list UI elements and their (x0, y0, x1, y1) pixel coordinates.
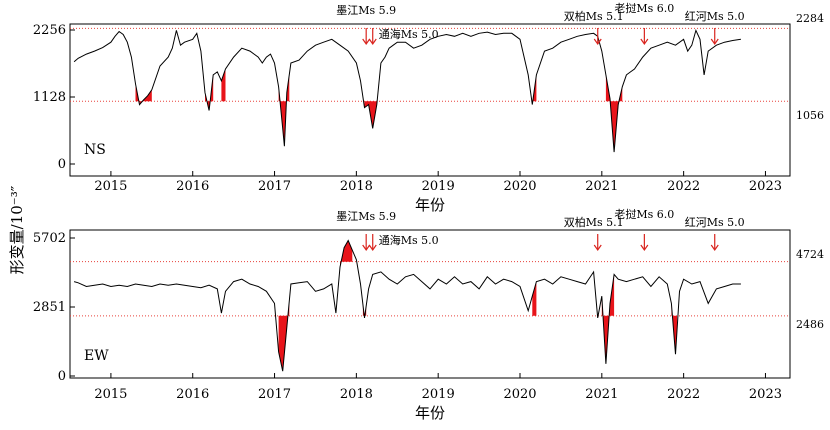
ew-plot-frame (69, 229, 791, 379)
ew-event-arrowhead (640, 244, 649, 252)
ns-x-tick-label: 2020 (503, 179, 536, 194)
ew-event-label: 通海Ms 5.0 (379, 233, 439, 247)
ew-series-line (73, 239, 741, 372)
ew-y-tick-label: 2851 (33, 300, 66, 315)
ns-panel-label: NS (84, 142, 106, 158)
ns-upper-threshold-label: 2284 (796, 12, 824, 25)
ew-y-tick-label: 0 (58, 369, 66, 384)
ew-y-tick-label: 5702 (33, 231, 66, 246)
ew-x-tick-label: 2015 (94, 387, 127, 402)
ns-exceed-fill (135, 83, 152, 104)
ns-event-arrowhead (640, 38, 649, 46)
ew-event-label: 老挝Ms 6.0 (614, 207, 674, 221)
ns-event-arrowhead (710, 38, 719, 46)
ew-event-label: 双柏Ms 5.1 (564, 215, 624, 229)
ns-x-tick-label: 2021 (585, 179, 618, 194)
ew-event-arrowhead (710, 244, 719, 252)
ew-lower-threshold-label: 2486 (796, 318, 824, 331)
ew-exceed-fills (278, 241, 678, 370)
ew-x-tick-label: 2022 (667, 387, 700, 402)
ns-y-tick-label: 0 (58, 157, 66, 172)
ns-event-label: 老挝Ms 6.0 (614, 1, 674, 15)
ns-x-ticks: 2015 2016 2017 2018 2019 2020 2021 2022 2023 (94, 171, 782, 194)
y-axis-title: 形变量/10⁻³″ (8, 185, 26, 274)
ns-x-tick-label: 2019 (422, 179, 455, 194)
ew-event-label: 墨江Ms 5.9 (336, 210, 396, 223)
ew-exceed-fill (278, 301, 290, 370)
ew-panel-label: EW (84, 348, 109, 364)
ew-exceed-fill (532, 281, 537, 316)
ew-x-tick-label: 2019 (422, 387, 455, 402)
ew-y-ticks: 5702 2851 0 (33, 231, 75, 384)
ew-x-tick-label: 2020 (503, 387, 536, 402)
ns-x-axis-title: 年份 (415, 196, 445, 214)
ns-event-label: 墨江Ms 5.9 (336, 4, 396, 17)
ns-event-label: 双柏Ms 5.1 (564, 9, 624, 23)
ns-exceed-fill (205, 74, 214, 111)
ew-x-axis-title: 年份 (415, 404, 445, 422)
ns-exceed-fill (278, 74, 290, 142)
ns-x-tick-label: 2015 (94, 179, 127, 194)
ew-x-ticks: 2015 2016 2017 2018 2019 2020 2021 2022 2023 (94, 373, 782, 402)
ew-x-tick-label: 2018 (340, 387, 373, 402)
ew-event-arrowhead (593, 244, 602, 252)
ns-event-arrowhead (368, 38, 377, 46)
ew-exceed-fill (601, 274, 615, 358)
ew-x-tick-label: 2017 (258, 387, 291, 402)
ew-upper-threshold-label: 4724 (796, 248, 824, 261)
ns-event-label: 通海Ms 5.0 (379, 27, 439, 41)
ns-event-label: 红河Ms 5.0 (685, 10, 745, 23)
ns-x-tick-label: 2018 (340, 179, 373, 194)
ns-y-tick-label: 2256 (33, 23, 66, 38)
ns-x-tick-label: 2022 (667, 179, 700, 194)
ew-x-tick-label: 2016 (176, 387, 209, 402)
ns-event-arrowhead (593, 38, 602, 46)
ns-exceed-fill (221, 69, 226, 102)
ns-x-tick-label: 2023 (749, 179, 782, 194)
ns-x-tick-label: 2016 (176, 179, 209, 194)
ew-event-label: 红河Ms 5.0 (685, 216, 745, 229)
ns-plot-frame (69, 23, 791, 177)
ew-x-tick-label: 2023 (749, 387, 782, 402)
ew-exceed-fill (340, 241, 353, 268)
ns-y-ticks: 2256 1128 0 (33, 23, 75, 172)
ew-x-tick-label: 2021 (585, 387, 618, 402)
ns-series-line (73, 28, 741, 153)
ew-event-arrowhead (368, 244, 377, 252)
ns-x-tick-label: 2017 (258, 179, 291, 194)
ns-lower-threshold-label: 1056 (796, 109, 824, 122)
ns-event-arrowhead (362, 38, 371, 46)
ns-exceed-fill (605, 74, 623, 153)
ew-event-arrowhead (362, 244, 371, 252)
ns-y-tick-label: 1128 (33, 90, 66, 105)
